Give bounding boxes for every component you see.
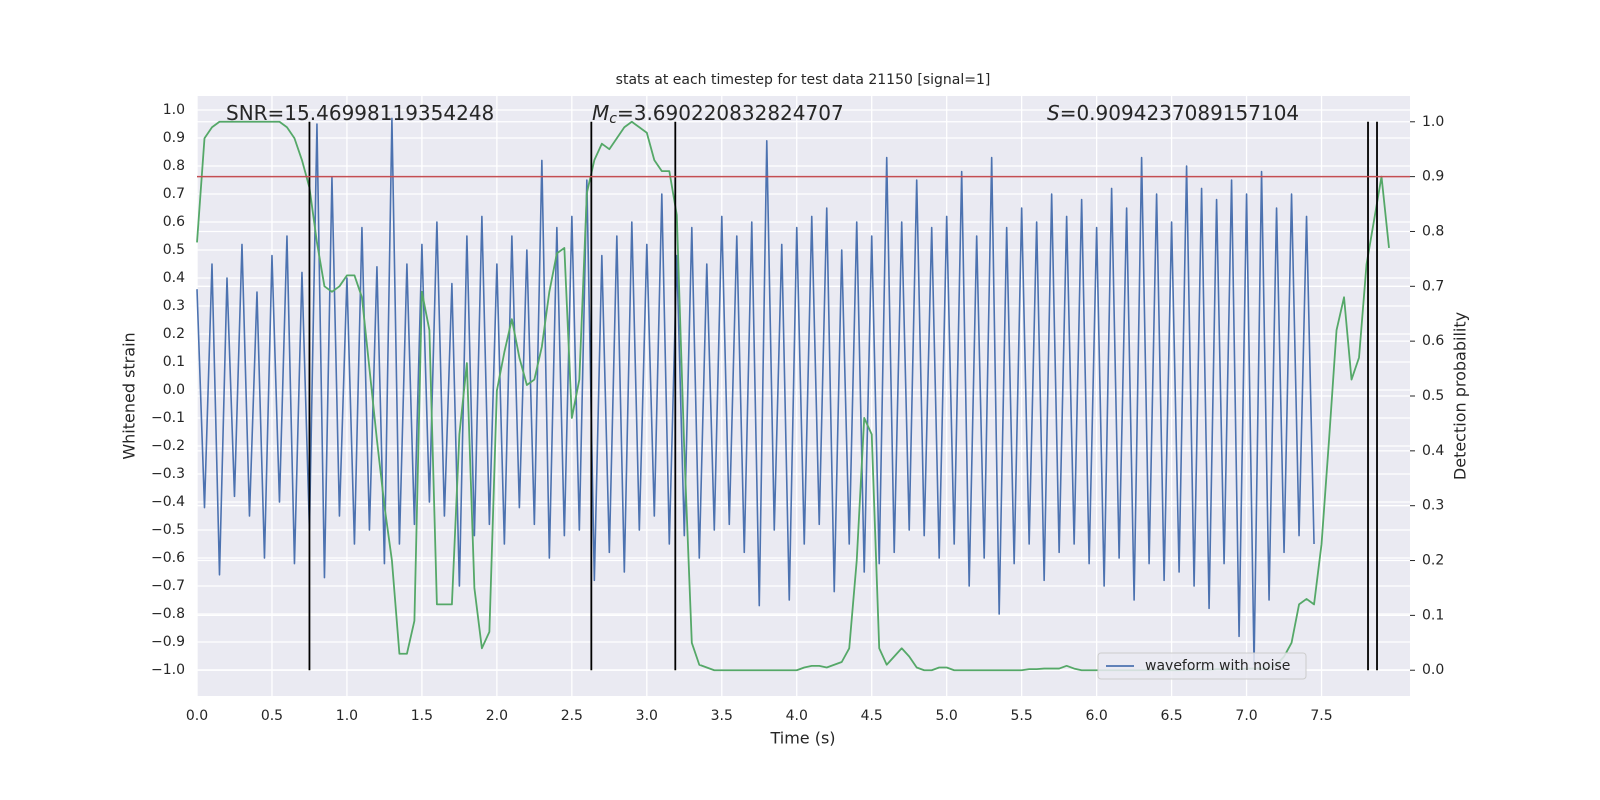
x-tick-label: 6.5 xyxy=(1160,708,1182,724)
x-tick-label: 4.0 xyxy=(786,708,808,724)
y-tick-label: −0.2 xyxy=(151,438,185,454)
x-axis-label: Time (s) xyxy=(769,729,835,748)
y-tick-label: 0.3 xyxy=(163,298,185,314)
y2-axis-label: Detection probability xyxy=(1451,312,1470,480)
y2-tick-label: 0.8 xyxy=(1422,223,1444,239)
x-tick-label: 7.0 xyxy=(1235,708,1257,724)
chart-title: stats at each timestep for test data 211… xyxy=(616,72,991,88)
y-tick-label: 0.4 xyxy=(163,270,185,286)
y-tick-label: −0.3 xyxy=(151,466,185,482)
y-tick-label: 0.7 xyxy=(163,186,185,202)
y-tick-label: 1.0 xyxy=(163,102,185,118)
x-tick-label: 5.5 xyxy=(1011,708,1033,724)
y2-tick-label: 0.9 xyxy=(1422,169,1444,185)
x-tick-label: 1.0 xyxy=(336,708,358,724)
y-tick-label: 0.2 xyxy=(163,326,185,342)
x-tick-label: 1.5 xyxy=(411,708,433,724)
annotation: Mc=3.690220832824707 xyxy=(592,101,844,128)
y-tick-label: −0.9 xyxy=(151,634,185,650)
y2-tick-label: 0.1 xyxy=(1422,607,1444,623)
y2-tick-label: 0.0 xyxy=(1422,662,1444,678)
y-tick-label: 0.6 xyxy=(163,214,185,230)
annotation-subscript: c xyxy=(609,111,617,127)
waveform-line xyxy=(196,117,1315,666)
y-tick-label: −0.1 xyxy=(151,410,185,426)
x-tick-label: 2.5 xyxy=(561,708,583,724)
y2-tick-label: 1.0 xyxy=(1422,114,1444,130)
legend-label: waveform with noise xyxy=(1145,658,1290,674)
annotation-symbol: S xyxy=(1047,101,1060,125)
x-tick-label: 0.0 xyxy=(186,708,208,724)
y-axis-label: Whitened strain xyxy=(120,332,139,459)
y-tick-label: 0.0 xyxy=(163,382,185,398)
y-tick-label: −0.4 xyxy=(151,494,185,510)
y-tick-label: 0.5 xyxy=(163,242,185,258)
x-tick-label: 3.0 xyxy=(636,708,658,724)
x-tick-label: 5.0 xyxy=(936,708,958,724)
x-tick-label: 0.5 xyxy=(261,708,283,724)
y-tick-label: −0.7 xyxy=(151,578,185,594)
annotation-symbol: M xyxy=(592,101,609,125)
annotation-text: SNR=15.46998119354248 xyxy=(226,101,494,125)
y-tick-label: 0.8 xyxy=(163,158,185,174)
y2-tick-label: 0.3 xyxy=(1422,498,1444,514)
y2-tick-label: 0.2 xyxy=(1422,553,1444,569)
x-tick-label: 7.5 xyxy=(1310,708,1332,724)
y2-tick-label: 0.4 xyxy=(1422,443,1444,459)
annotation: S=0.9094237089157104 xyxy=(1047,101,1299,125)
y-tick-label: −0.8 xyxy=(151,606,185,622)
annotation-text: =0.9094237089157104 xyxy=(1060,101,1299,125)
y-tick-label: 0.1 xyxy=(163,354,185,370)
y2-tick-label: 0.7 xyxy=(1422,278,1444,294)
legend-box xyxy=(1097,652,1307,680)
annotation-text: =3.690220832824707 xyxy=(617,101,844,125)
x-tick-label: 2.0 xyxy=(486,708,508,724)
annotation: SNR=15.46998119354248 xyxy=(226,101,494,125)
y-tick-label: 0.9 xyxy=(163,130,185,146)
y2-tick-label: 0.6 xyxy=(1422,333,1444,349)
y-tick-label: −0.5 xyxy=(151,522,185,538)
x-tick-label: 3.5 xyxy=(711,708,733,724)
y2-tick-label: 0.5 xyxy=(1422,388,1444,404)
x-tick-label: 6.0 xyxy=(1085,708,1107,724)
y-tick-label: −0.6 xyxy=(151,550,185,566)
y-tick-label: −1.0 xyxy=(151,662,185,678)
x-tick-label: 4.5 xyxy=(861,708,883,724)
